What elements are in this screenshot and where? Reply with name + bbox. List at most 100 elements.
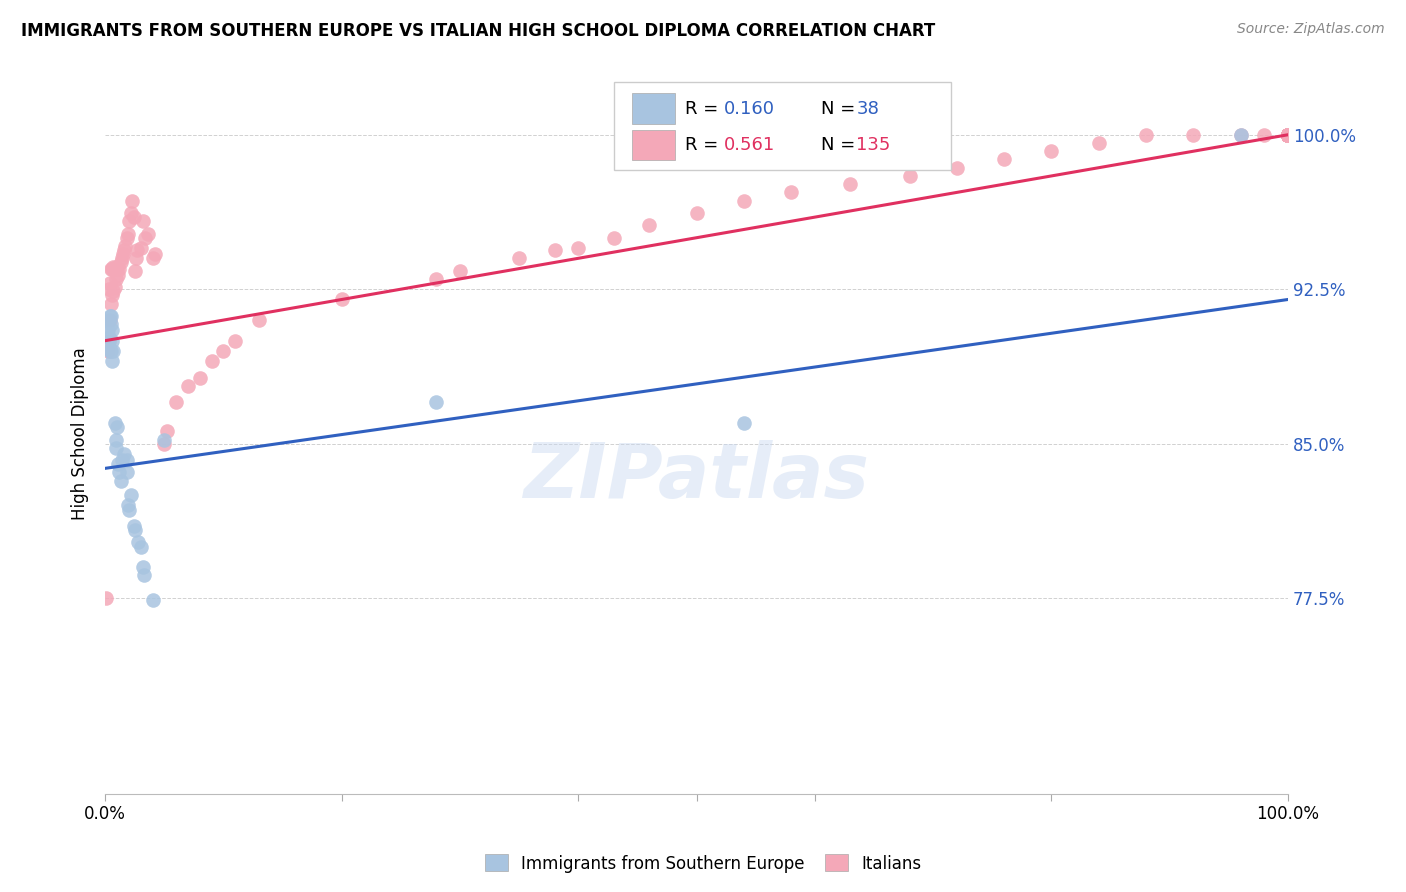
- Point: [330, 293, 353, 307]
- Point: [839, 177, 862, 191]
- Point: [100, 296, 122, 310]
- Point: [733, 416, 755, 430]
- Point: [103, 343, 125, 358]
- Point: [134, 230, 156, 244]
- Point: [124, 523, 146, 537]
- Point: [1277, 128, 1299, 142]
- Point: [1277, 128, 1299, 142]
- Point: [1277, 128, 1299, 142]
- Point: [1277, 128, 1299, 142]
- Point: [1277, 128, 1299, 142]
- Point: [177, 379, 200, 393]
- Point: [1277, 128, 1299, 142]
- Point: [1277, 128, 1299, 142]
- Point: [224, 334, 246, 348]
- Point: [111, 453, 134, 467]
- Point: [1277, 128, 1299, 142]
- Point: [120, 206, 142, 220]
- Point: [1277, 128, 1299, 142]
- Point: [603, 230, 626, 244]
- Point: [1277, 128, 1299, 142]
- Point: [101, 261, 124, 276]
- Point: [153, 433, 176, 447]
- Point: [101, 334, 124, 348]
- Point: [1277, 128, 1299, 142]
- Point: [1277, 128, 1299, 142]
- Point: [685, 206, 707, 220]
- Point: [1277, 128, 1299, 142]
- Point: [105, 420, 128, 434]
- Point: [1277, 128, 1299, 142]
- Point: [98, 313, 121, 327]
- Point: [112, 243, 135, 257]
- Point: [1277, 128, 1299, 142]
- Point: [104, 280, 127, 294]
- Point: [1277, 128, 1299, 142]
- Point: [103, 285, 125, 299]
- Point: [1277, 128, 1299, 142]
- Point: [1277, 128, 1299, 142]
- Point: [1277, 128, 1299, 142]
- Point: [143, 247, 166, 261]
- Point: [1182, 128, 1205, 142]
- Point: [118, 502, 141, 516]
- Point: [100, 317, 122, 331]
- Point: [97, 334, 120, 348]
- Point: [1277, 128, 1299, 142]
- Point: [1277, 128, 1299, 142]
- Point: [1277, 128, 1299, 142]
- Point: [1277, 128, 1299, 142]
- Point: [1277, 128, 1299, 142]
- Point: [134, 568, 156, 582]
- Point: [98, 309, 121, 323]
- Point: [733, 194, 755, 208]
- Point: [1087, 136, 1109, 150]
- Point: [1277, 128, 1299, 142]
- Point: [156, 424, 179, 438]
- Point: [98, 276, 121, 290]
- Point: [97, 329, 120, 343]
- Point: [115, 453, 138, 467]
- Point: [1277, 128, 1299, 142]
- FancyBboxPatch shape: [614, 82, 950, 170]
- Point: [188, 370, 211, 384]
- Point: [129, 540, 152, 554]
- Point: [1277, 128, 1299, 142]
- Text: 135: 135: [856, 136, 890, 154]
- Point: [1277, 128, 1299, 142]
- Text: 38: 38: [856, 100, 879, 118]
- Point: [165, 395, 187, 409]
- Point: [1277, 128, 1299, 142]
- Point: [201, 354, 224, 368]
- Point: [946, 161, 969, 175]
- Y-axis label: High School Diploma: High School Diploma: [72, 347, 89, 520]
- Point: [449, 263, 471, 277]
- Point: [96, 591, 118, 605]
- Point: [112, 447, 135, 461]
- Point: [97, 343, 120, 358]
- Point: [1277, 128, 1299, 142]
- Point: [104, 260, 127, 274]
- Point: [1277, 128, 1299, 142]
- Point: [1277, 128, 1299, 142]
- Point: [121, 194, 143, 208]
- Point: [1277, 128, 1299, 142]
- FancyBboxPatch shape: [631, 129, 675, 160]
- Point: [1277, 128, 1299, 142]
- Point: [120, 488, 142, 502]
- Point: [110, 255, 132, 269]
- Point: [1277, 128, 1299, 142]
- Text: N =: N =: [821, 136, 860, 154]
- Point: [1277, 128, 1299, 142]
- Point: [129, 241, 152, 255]
- Point: [1277, 128, 1299, 142]
- Point: [1277, 128, 1299, 142]
- Point: [1277, 128, 1299, 142]
- Point: [1277, 128, 1299, 142]
- Point: [1229, 128, 1251, 142]
- Point: [114, 239, 136, 253]
- Point: [1277, 128, 1299, 142]
- Point: [425, 272, 447, 286]
- Text: ZIPatlas: ZIPatlas: [523, 440, 869, 514]
- Point: [1277, 128, 1299, 142]
